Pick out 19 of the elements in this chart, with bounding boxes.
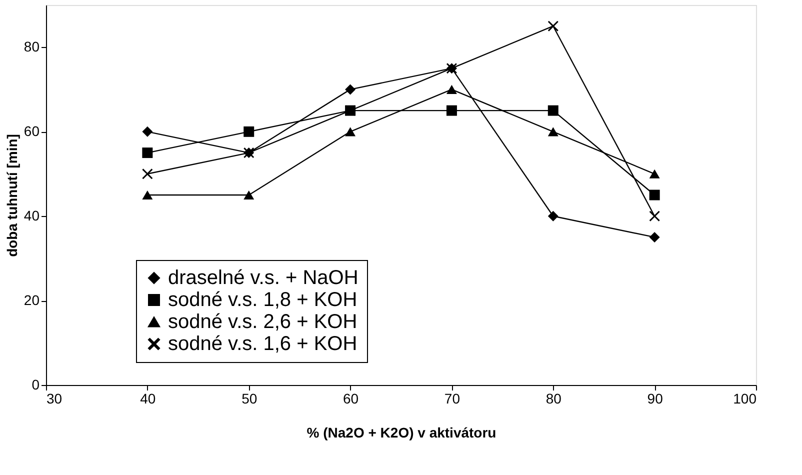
x-tick-label: 40 xyxy=(140,390,156,406)
y-tick-label: 60 xyxy=(24,123,40,140)
legend-label: sodné v.s. 2,6 + KOH xyxy=(168,311,358,333)
x-tick-label: 50 xyxy=(242,390,258,406)
legend-label: draselné v.s. + NaOH xyxy=(168,267,358,289)
x-tick-label: 80 xyxy=(546,390,562,406)
x-tick-label: 70 xyxy=(444,390,460,406)
y-tick-label: 80 xyxy=(24,38,40,55)
legend-label: sodné v.s. 1,6 + KOH xyxy=(168,333,358,355)
x-tick-label: 30 xyxy=(46,390,62,406)
y-tick-label: 0 xyxy=(32,376,40,392)
x-tick-label: 100 xyxy=(733,390,757,406)
y-tick-label: 20 xyxy=(24,292,40,308)
x-tick-label: 60 xyxy=(342,390,359,406)
legend-label: sodné v.s. 1,8 + KOH xyxy=(168,289,358,311)
x-axis-title: % (Na2O + K2O) v aktivátoru xyxy=(306,424,496,440)
y-tick-label: 40 xyxy=(24,208,40,224)
y-axis-title: doba tuhnutí [min] xyxy=(4,134,20,257)
x-tick-label: 90 xyxy=(647,390,664,406)
